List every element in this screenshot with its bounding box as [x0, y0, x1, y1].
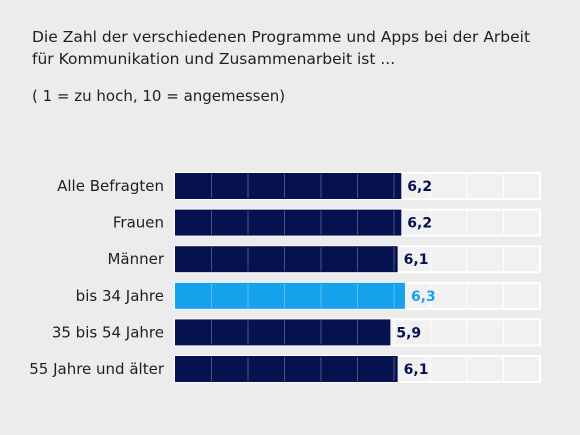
value-label: 6,3: [411, 289, 436, 305]
category-label: bis 34 Jahre: [76, 287, 164, 305]
bar: [175, 319, 391, 346]
category-label: Frauen: [113, 214, 164, 232]
category-label: 55 Jahre und älter: [29, 360, 165, 378]
value-label: 6,1: [404, 252, 429, 268]
bar: [175, 209, 402, 236]
category-label: Männer: [107, 250, 164, 268]
category-label: 35 bis 54 Jahre: [52, 323, 164, 341]
chart-title-line-1: Die Zahl der verschiedenen Programme und…: [32, 28, 531, 46]
category-label: Alle Befragten: [57, 177, 164, 195]
value-label: 6,1: [404, 362, 429, 378]
chart-subtitle: ( 1 = zu hoch, 10 = angemessen): [32, 87, 286, 105]
bar: [175, 246, 398, 273]
bar: [175, 282, 405, 309]
chart-title-line-2: für Kommunikation und Zusammenarbeit ist…: [32, 50, 396, 68]
value-label: 6,2: [407, 179, 432, 195]
chart-title: Die Zahl der verschiedenen Programme und…: [32, 26, 552, 70]
value-label: 5,9: [396, 325, 421, 341]
bar: [175, 173, 402, 199]
value-label: 6,2: [407, 216, 432, 232]
bar: [175, 356, 398, 382]
